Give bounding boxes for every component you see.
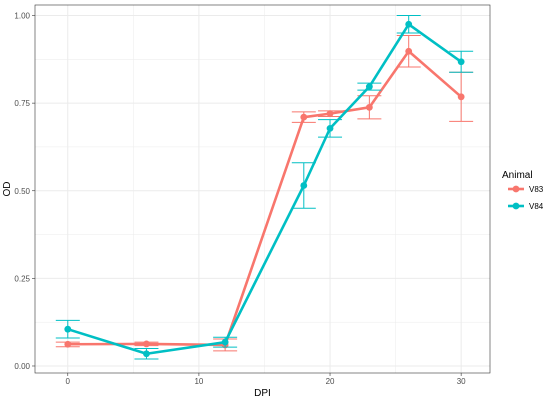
x-tick-label: 0 — [66, 377, 71, 386]
data-point — [405, 20, 413, 28]
x-tick-label: 20 — [326, 377, 335, 386]
data-point — [143, 350, 150, 358]
legend-key-point — [512, 202, 520, 210]
legend: Animal V83 V84 — [502, 170, 544, 211]
data-point — [457, 58, 465, 66]
y-tick-label: 1.00 — [14, 12, 30, 21]
y-axis-title: OD — [2, 182, 13, 197]
x-axis-title: DPI — [254, 388, 271, 399]
y-tick-label: 0.75 — [14, 99, 30, 108]
data-point — [326, 124, 334, 132]
data-point — [326, 110, 334, 118]
legend-title: Animal — [502, 170, 533, 181]
legend-label: V84 — [529, 202, 544, 211]
series-V84 — [55, 15, 474, 360]
data-point — [64, 340, 72, 348]
y-tick-label: 0.25 — [14, 274, 30, 283]
data-layer — [55, 15, 474, 360]
data-point — [405, 47, 413, 55]
series-line — [67, 22, 462, 356]
data-point — [365, 103, 373, 111]
legend-label: V83 — [529, 185, 544, 194]
panel-border — [34, 4, 491, 374]
axis-ticks: 0 10 20 30 0.00 0.25 0.50 0.75 1.00 — [14, 12, 466, 386]
x-tick-label: 30 — [457, 377, 466, 386]
y-tick-label: 0.50 — [14, 187, 30, 196]
data-point — [365, 83, 373, 91]
series-line — [67, 49, 463, 347]
data-point — [300, 182, 308, 189]
data-point — [64, 325, 72, 333]
y-tick-label: 0.00 — [14, 362, 30, 371]
data-point — [300, 113, 308, 121]
grid — [35, 5, 490, 373]
data-point — [143, 340, 150, 348]
data-point — [221, 338, 229, 346]
data-point — [457, 93, 465, 101]
x-tick-label: 10 — [194, 377, 203, 386]
legend-key-point — [512, 185, 520, 193]
